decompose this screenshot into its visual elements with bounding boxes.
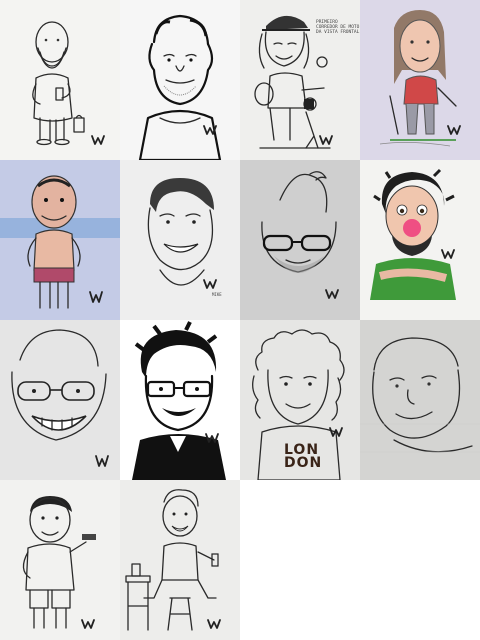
caricature-man-stool	[125, 489, 221, 631]
caricature-smiling-man	[147, 178, 217, 289]
caricature-bald-man-phone	[32, 21, 105, 146]
gallery-tile-8	[360, 160, 480, 320]
caricature-black-hair-ink	[132, 321, 226, 480]
caricature-beach-man	[0, 175, 120, 309]
gallery-tile-2	[120, 0, 240, 160]
gallery-tile-3: PRIMEIRO CORREDOR DE MOTO DA VISTA FRONT…	[240, 0, 360, 160]
caricature-biker-cap	[254, 15, 333, 149]
gallery-tile-7	[240, 160, 360, 320]
gallery-tile-12	[360, 320, 480, 480]
caricature-ink-portrait	[138, 14, 222, 160]
small-name-text: MIKE	[212, 292, 222, 297]
caption-text: PRIMEIRO CORREDOR DE MOTO DA VISTA FRONT…	[316, 20, 360, 35]
caricature-woman-golf	[379, 10, 461, 147]
caricature-glasses-grin	[11, 329, 109, 467]
gallery-tile-9	[0, 320, 120, 480]
caricature-older-man-sketch	[360, 337, 480, 453]
shirt-lettering: LON DON	[284, 442, 323, 471]
caricature-glasses-beard	[261, 171, 339, 299]
gallery-tile-10	[120, 320, 240, 480]
gallery-tile-5	[0, 160, 120, 320]
gallery-tile-13	[0, 480, 120, 640]
caricature-clown-nose	[370, 168, 456, 300]
gallery-tile-6: MIKE	[120, 160, 240, 320]
gallery-tile-14	[120, 480, 240, 640]
gallery-tile-4	[360, 0, 480, 160]
gallery-tile-1	[0, 0, 120, 160]
caricature-curly-london	[252, 329, 345, 480]
gallery-tile-11: LON DON	[240, 320, 360, 480]
caricature-man-phone	[22, 496, 96, 629]
